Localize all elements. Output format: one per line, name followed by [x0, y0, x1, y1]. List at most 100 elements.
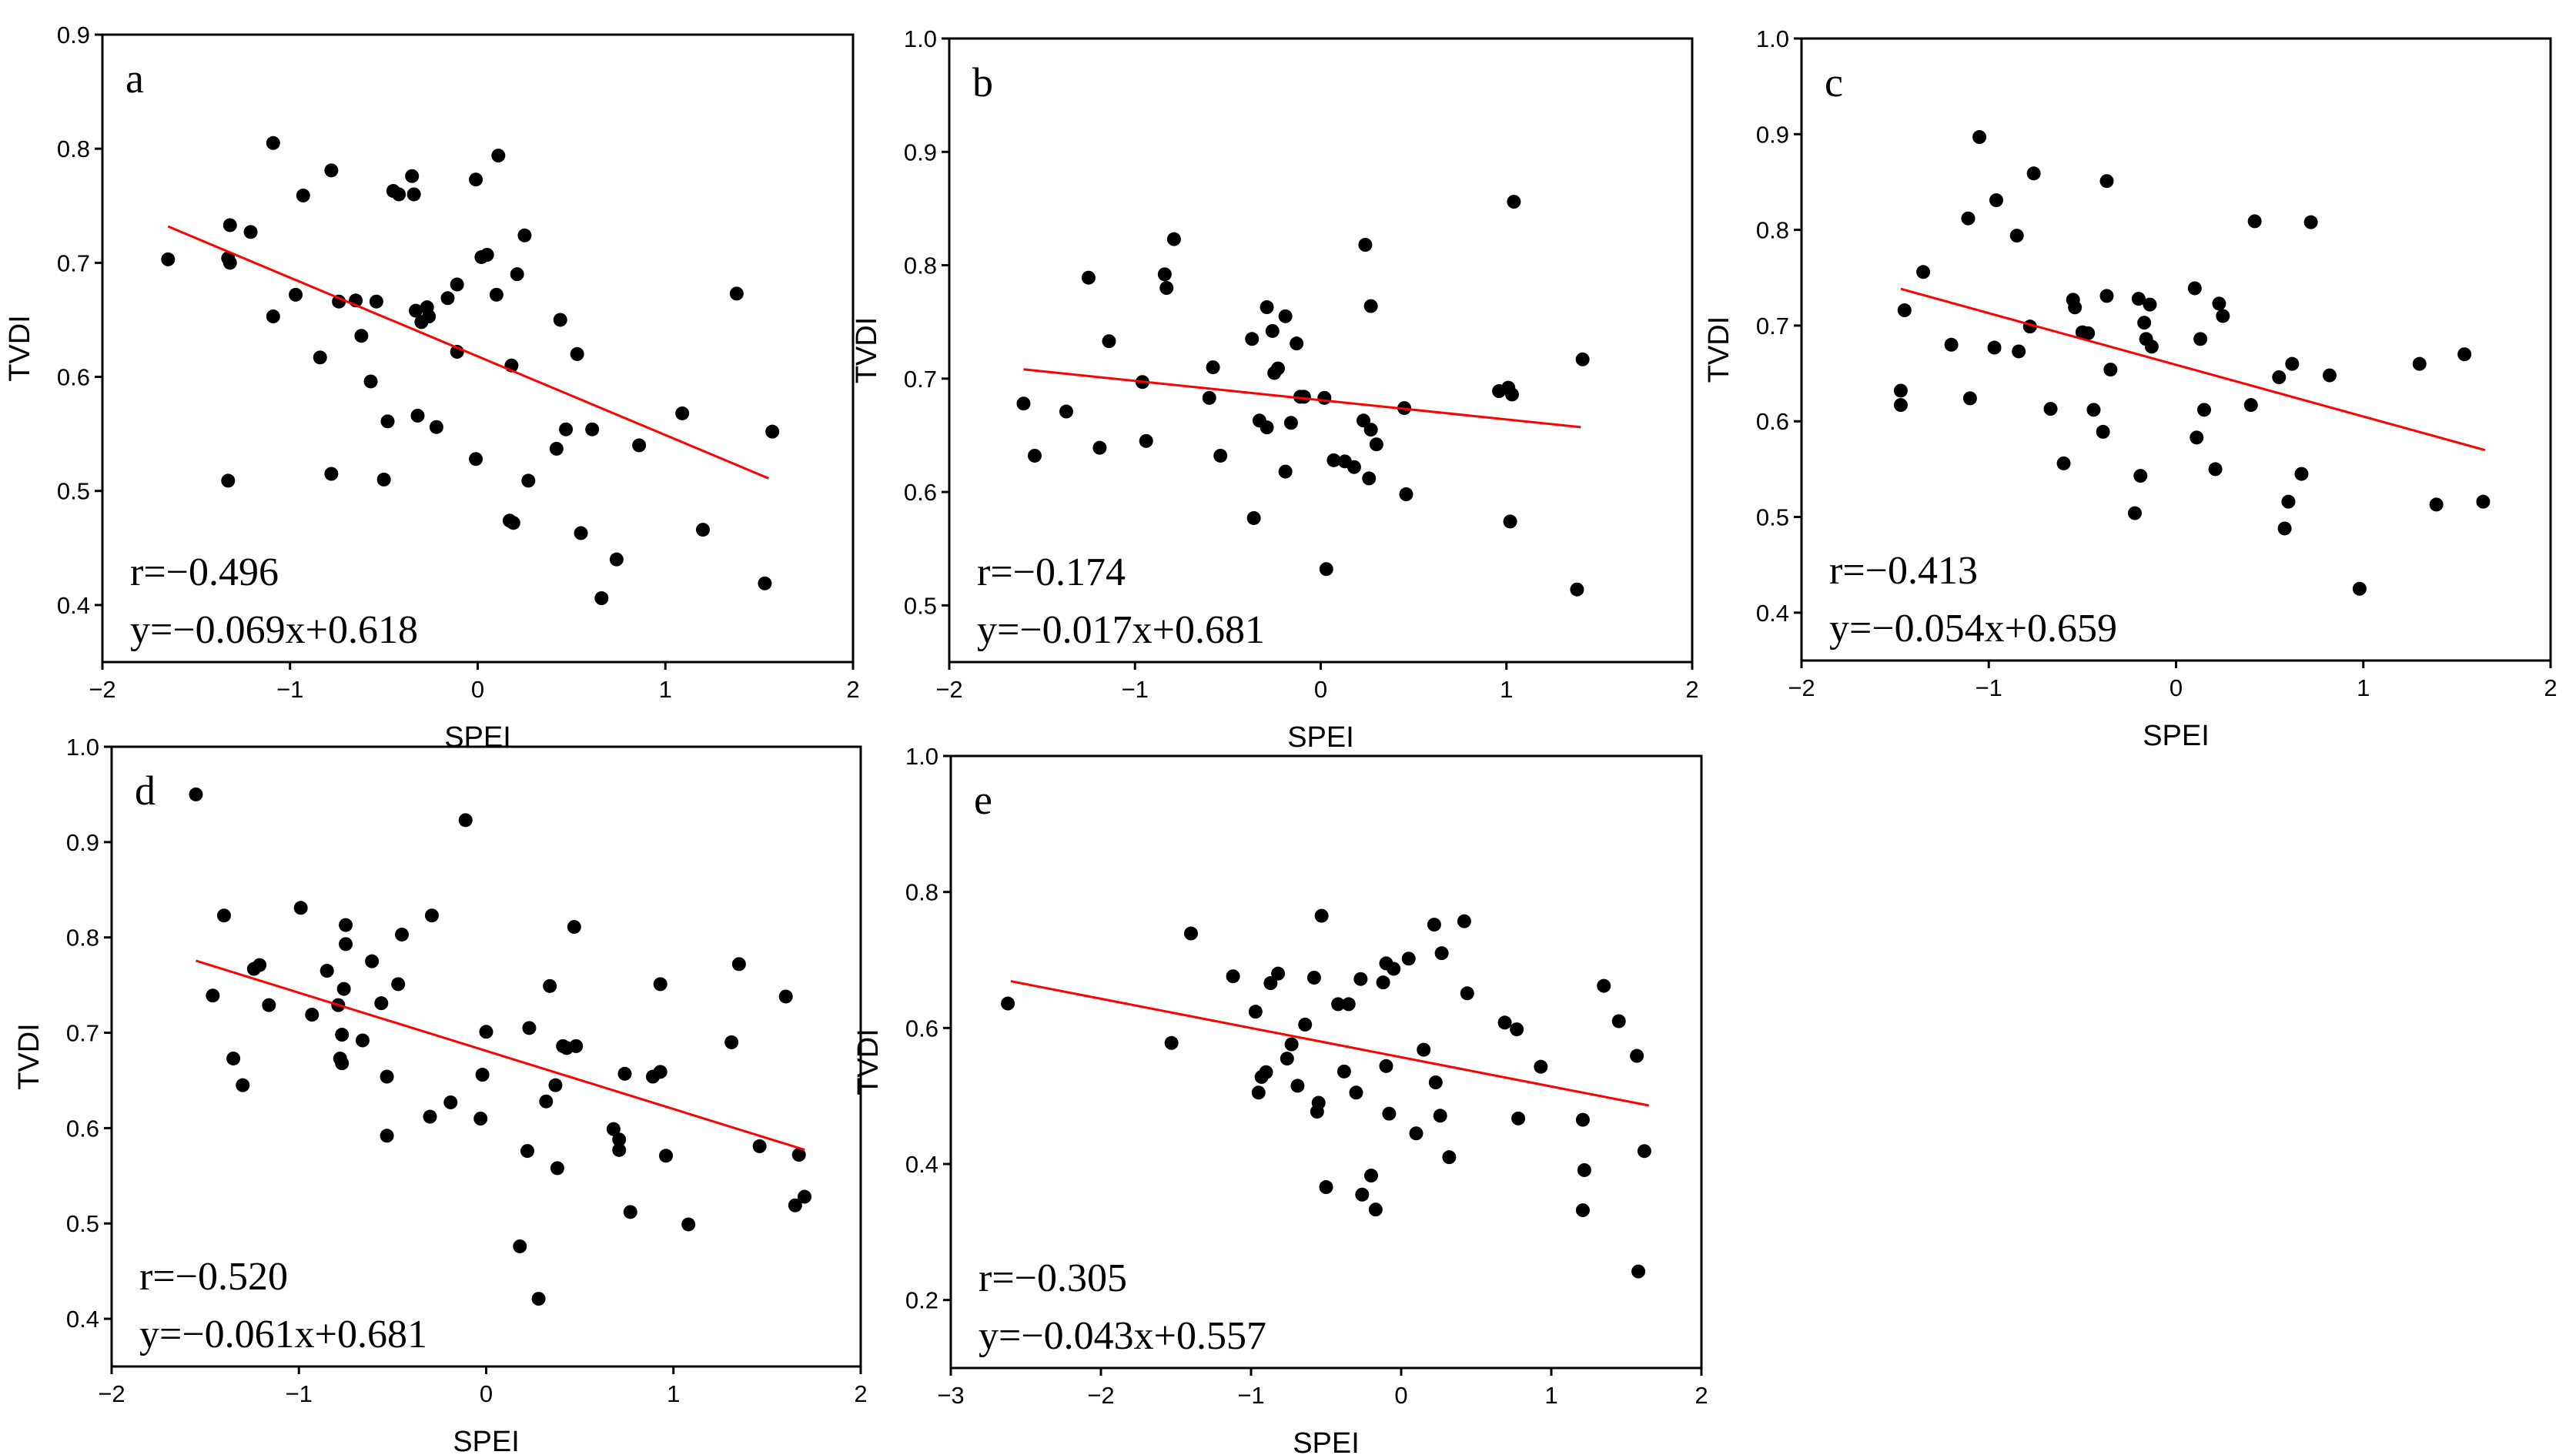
panel-e-data-point	[1428, 1075, 1443, 1089]
panel-d-data-point	[189, 787, 203, 801]
panel-a-data-point	[392, 187, 406, 202]
panel-d-data-point	[475, 1068, 490, 1082]
panel-d-data-point	[424, 908, 439, 923]
panel-a-data-point	[243, 225, 258, 239]
panel-a-data-point	[313, 350, 327, 365]
panel-e-data-point	[1457, 914, 1471, 928]
panel-a-data-point	[380, 414, 395, 429]
panel-c-data-point	[2056, 456, 2071, 470]
panel-c-data-point	[1989, 193, 2003, 208]
panel-d-data-point	[206, 988, 220, 1003]
panel-a-data-point	[632, 438, 647, 453]
panel-e-data-point	[1341, 997, 1356, 1012]
panel-e-x-tick-label: 0	[1394, 1382, 1407, 1409]
panel-d-data-point	[253, 958, 267, 972]
panel-c-data-point	[1972, 130, 1987, 145]
panel-a-data-point	[765, 424, 780, 439]
panel-a-data-point	[553, 313, 567, 327]
panel-a-x-tick-label: 2	[846, 676, 859, 703]
panel-d-data-point	[520, 1144, 535, 1159]
panel-c-data-point	[2322, 368, 2337, 383]
panel-d-data-point	[752, 1139, 767, 1153]
panel-e-data-point	[1460, 986, 1474, 1001]
panel-c-data-point	[2137, 316, 2152, 330]
panel-d-fit-line	[196, 959, 805, 1151]
panel-b-y-tick-label: 0.8	[904, 253, 937, 279]
panel-d-y-tick-label: 0.7	[66, 1020, 99, 1047]
panel-d-y-tick-label: 0.5	[66, 1210, 99, 1237]
panel-b-data-point	[1016, 396, 1031, 411]
panel-b-data-point	[1260, 420, 1274, 435]
panel-b-data-point	[1296, 390, 1311, 404]
panel-a-data-point	[289, 287, 303, 302]
panel-c-data-point	[2144, 340, 2159, 354]
panel-e-data-point	[1387, 962, 1401, 976]
panel-d-y-tick-label: 0.6	[66, 1115, 99, 1142]
panel-e-data-point	[1184, 926, 1198, 941]
panel-e-y-axis-label: TVDI	[852, 1029, 885, 1095]
panel-a-data-point	[429, 420, 443, 434]
panel-e-data-point	[1417, 1042, 1431, 1057]
panel-b-data-point	[1575, 352, 1590, 366]
panel-b-x-tick-label: −2	[935, 676, 962, 703]
panel-d-data-point	[522, 1021, 537, 1035]
panel-c-data-point	[2476, 494, 2491, 509]
panel-b-data-point	[1265, 323, 1280, 338]
panel-e-data-point	[1280, 1052, 1294, 1066]
panel-c-data-point	[2131, 292, 2146, 306]
panel-a-data-point	[440, 291, 455, 306]
panel-c-data-point	[2247, 214, 2262, 229]
panel-a-data-point	[296, 188, 310, 202]
panel-e-data-point	[1511, 1111, 1526, 1126]
panel-d-regression-equation: y=−0.061x+0.681	[139, 1313, 427, 1356]
panel-a-data-point	[363, 374, 378, 389]
panel-c-x-tick-label: −2	[1788, 674, 1815, 701]
panel-c-data-point	[2043, 402, 2058, 416]
panel-c-data-point	[2133, 469, 2148, 483]
panel-a-data-point	[609, 552, 624, 567]
panel-c-y-tick-label: 0.8	[1756, 217, 1789, 244]
panel-e-x-tick-label: 1	[1544, 1382, 1557, 1409]
panel-c-data-point	[1961, 211, 1975, 226]
panel-b-x-tick-label: −1	[1122, 676, 1149, 703]
panel-e-data-point	[1497, 1015, 1512, 1030]
panel-b-data-point	[1059, 404, 1073, 419]
panel-b-data-point	[1347, 460, 1361, 474]
panel-a-data-point	[221, 473, 236, 488]
panel-d-data-point	[653, 977, 667, 992]
panel-e-data-point	[1306, 970, 1321, 985]
panel-b-data-point	[1139, 433, 1153, 448]
panel-d-data-point	[788, 1198, 802, 1212]
panel-d-x-axis-label: SPEI	[453, 1426, 520, 1455]
panel-e-data-point	[1349, 1085, 1363, 1100]
panel-c-y-tick-label: 1.0	[1756, 25, 1789, 52]
panel-e-data-point	[1337, 1064, 1351, 1079]
panel-e-data-point	[1248, 1005, 1263, 1019]
panel-d-data-point	[479, 1025, 493, 1039]
panel-d-x-tick-label: 0	[480, 1380, 493, 1407]
panel-d-letter: d	[135, 768, 156, 814]
panel-a-data-point	[422, 309, 437, 324]
panel-e-y-tick-label: 0.8	[905, 879, 938, 906]
panel-b-data-point	[1570, 582, 1584, 597]
panel-d-data-point	[612, 1142, 627, 1157]
panel-b-data-point	[1504, 387, 1519, 402]
panel-b-data-point	[1369, 437, 1383, 452]
panel-c-data-point	[2127, 506, 2142, 520]
panel-c-y-tick-label: 0.7	[1756, 313, 1789, 340]
panel-c-data-point	[1893, 383, 1908, 398]
panel-a-data-point	[510, 267, 524, 282]
panel-e-data-point	[1611, 1014, 1626, 1029]
panel-c-x-axis-label: SPEI	[2143, 720, 2210, 752]
panel-c-x-tick-label: 0	[2170, 674, 2183, 701]
panel-a-data-point	[222, 218, 237, 232]
panel-a-x-axis-label: SPEI	[444, 721, 511, 754]
panel-c-y-tick-label: 0.9	[1756, 121, 1789, 148]
panel-d-data-point	[550, 1161, 564, 1176]
panel-b-data-point	[1363, 423, 1378, 437]
panel-b-y-tick-label: 0.9	[904, 139, 937, 166]
panel-d-data-point	[659, 1149, 674, 1163]
panel-a-data-point	[491, 149, 506, 163]
panel-a-data-point	[469, 172, 483, 187]
